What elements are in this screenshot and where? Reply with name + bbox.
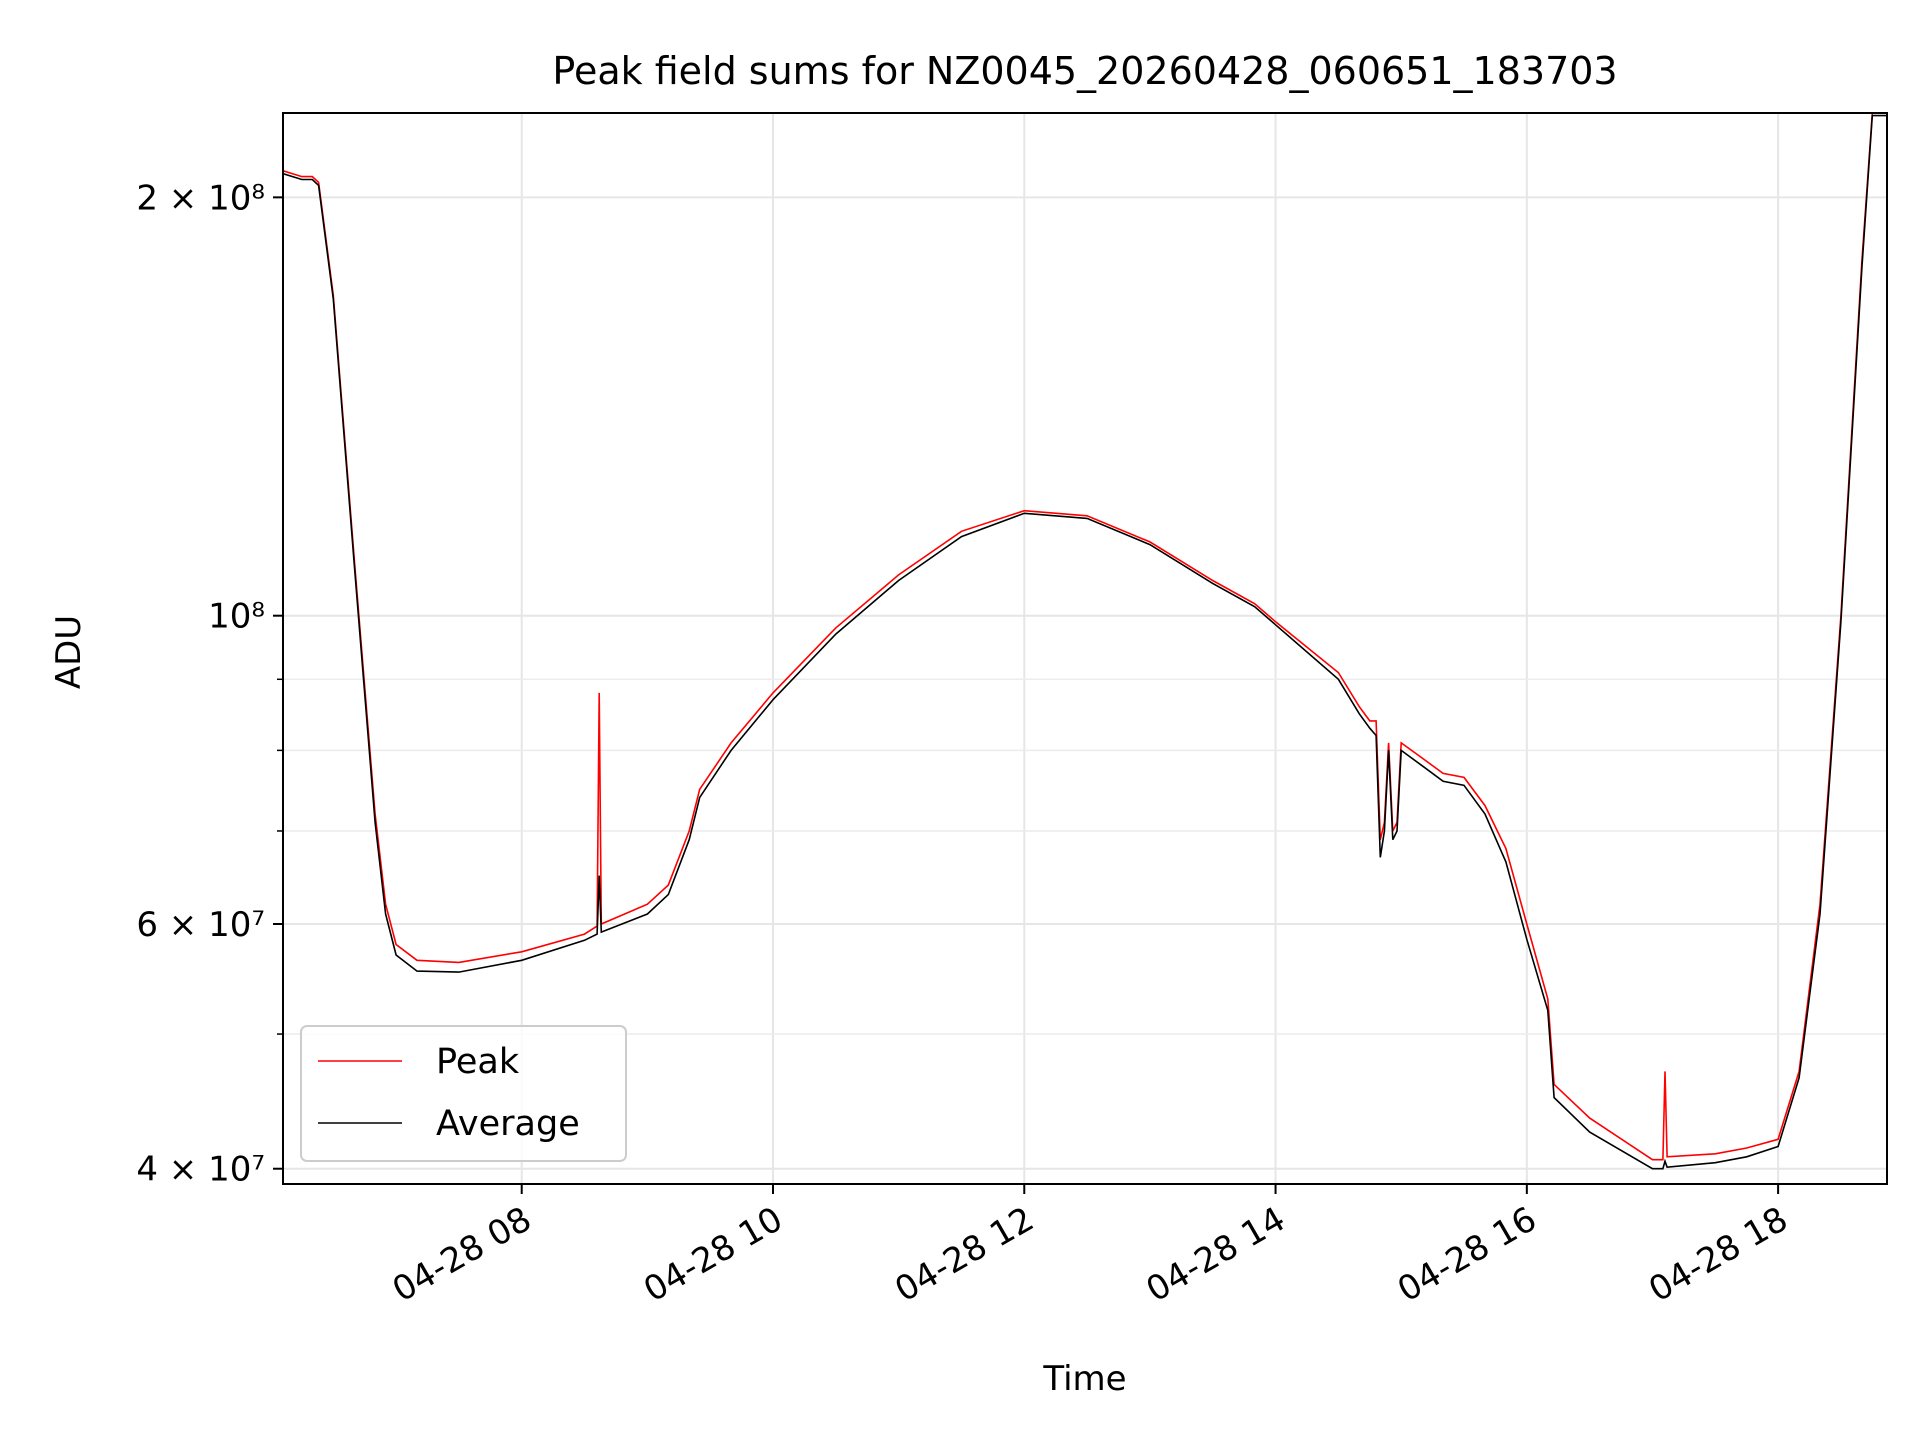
y-tick-label: 2 × 10⁸: [136, 178, 265, 218]
legend-label-average: Average: [436, 1104, 580, 1144]
y-tick-label: 4 × 10⁷: [136, 1150, 265, 1190]
y-tick-label: 6 × 10⁷: [136, 905, 265, 945]
y-tick-label: 10⁸: [208, 597, 265, 637]
legend: Peak Average: [300, 1025, 627, 1162]
series-layer: [283, 113, 1887, 1170]
legend-box: [300, 1025, 627, 1162]
chart-title: Peak field sums for NZ0045_20260428_0606…: [552, 49, 1617, 93]
plot-frame: [282, 112, 1888, 1185]
y-axis-label: ADU: [49, 615, 89, 689]
series-line-peak: [283, 113, 1887, 1161]
series-line-average: [283, 114, 1887, 1170]
x-axis-label: Time: [1042, 1359, 1126, 1399]
legend-label-peak: Peak: [436, 1042, 520, 1082]
